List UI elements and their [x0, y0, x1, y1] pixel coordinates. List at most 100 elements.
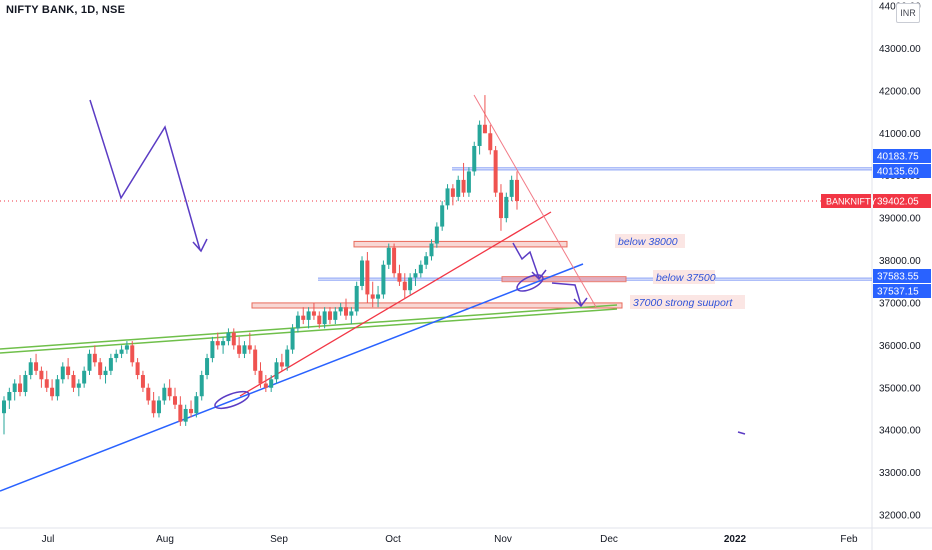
candle-body: [130, 345, 135, 363]
candle-body: [418, 264, 423, 274]
candle-body: [354, 285, 359, 312]
stray-mark: [737, 431, 746, 435]
candle-body: [322, 311, 327, 325]
candle-body: [140, 375, 145, 388]
candle-body: [386, 247, 391, 265]
price-axis-label: 34000.00: [879, 426, 921, 437]
candle-body: [76, 383, 81, 388]
candle-body: [237, 345, 242, 354]
arrow-head-37000: [573, 297, 588, 308]
zigzag-arrowhead: [192, 238, 208, 253]
candle-body: [87, 353, 92, 371]
price-tag-label: 39402.05: [877, 197, 919, 208]
price-axis-label: 36000.00: [879, 341, 921, 352]
candle-body: [434, 226, 439, 244]
candle-body: [119, 349, 124, 354]
candle-body: [445, 188, 450, 206]
candle-body: [327, 311, 332, 320]
support-box-37500: [501, 276, 627, 283]
price-axis-label: 37000.00: [879, 298, 921, 309]
candle-body: [317, 315, 322, 325]
candle-body: [173, 396, 177, 405]
candle-body: [440, 205, 445, 227]
candle-body: [242, 345, 247, 354]
price-axis-label: 32000.00: [879, 511, 921, 522]
candle-body: [472, 145, 477, 172]
zigzag-drawing: [89, 99, 201, 251]
price-tag-label: 37537.15: [877, 287, 919, 298]
candle-body: [370, 294, 375, 299]
candle-body: [509, 179, 514, 197]
candle-body: [360, 260, 365, 286]
candle-body: [23, 375, 28, 392]
candle-body: [226, 332, 231, 342]
candle-body: [189, 408, 194, 414]
price-tag-bg: [873, 194, 931, 208]
candle-body: [376, 294, 381, 299]
candle-body: [274, 362, 279, 380]
circle-highlight-nov: [516, 274, 544, 292]
time-axis-label: Oct: [385, 534, 401, 545]
candle-body: [285, 349, 290, 367]
candle-body: [402, 281, 407, 291]
candle-body: [306, 311, 311, 320]
candle-body: [34, 362, 39, 371]
candle-body: [493, 150, 498, 193]
candle-body: [215, 341, 220, 346]
arrow-path-37000: [551, 282, 582, 306]
price-axis-label: 42000.00: [879, 86, 921, 97]
candle-body: [466, 171, 471, 193]
price-axis-label: 38000.00: [879, 256, 921, 267]
candle-body: [408, 277, 413, 291]
candle-body: [279, 362, 284, 367]
annotation-text: below 38000: [618, 236, 678, 248]
candle-body: [183, 408, 188, 422]
candle-body: [82, 370, 87, 384]
candle-body: [247, 345, 252, 350]
candle-body: [413, 273, 418, 278]
candle-body: [44, 379, 49, 388]
blue-trendline: [0, 263, 584, 492]
symbol-title[interactable]: NIFTY BANK, 1D, NSE: [6, 4, 126, 16]
candle-body: [71, 375, 76, 388]
candle-body: [263, 383, 268, 388]
candle-body: [424, 256, 429, 265]
red-descending-line: [473, 94, 597, 308]
ticker-tag-bg: [821, 194, 871, 208]
candle-body: [28, 362, 33, 376]
candle-body: [381, 264, 386, 295]
candle-body: [461, 179, 466, 193]
candle-body: [456, 179, 461, 197]
candle-body: [269, 379, 274, 388]
annotation-bg: [630, 295, 745, 309]
candle-body: [231, 332, 236, 346]
time-axis-label: Jul: [42, 534, 55, 545]
candle-body: [311, 311, 316, 316]
time-axis-label: Feb: [840, 534, 858, 545]
price-axis-label: 33000.00: [879, 468, 921, 479]
time-axis-label: Sep: [270, 534, 288, 545]
candle-body: [338, 307, 343, 312]
candle-body: [66, 366, 71, 376]
candle-body: [156, 400, 161, 414]
candle-body: [98, 362, 103, 376]
candle-body: [2, 400, 6, 414]
candle-body: [365, 260, 370, 295]
candle-body: [108, 358, 113, 371]
candle-body: [477, 124, 482, 146]
candle-body: [221, 341, 226, 346]
candle-body: [397, 273, 402, 282]
candle-body: [92, 353, 97, 363]
candle-body: [194, 396, 199, 414]
annotation-text: 37000 strong suuport: [633, 297, 733, 309]
candle-body: [482, 124, 487, 134]
time-axis-label: Dec: [600, 534, 618, 545]
time-axis-label: Aug: [156, 534, 174, 545]
candle-body: [7, 391, 12, 401]
candle-body: [515, 179, 519, 202]
candle-body: [199, 375, 204, 397]
currency-badge[interactable]: INR: [896, 3, 920, 23]
